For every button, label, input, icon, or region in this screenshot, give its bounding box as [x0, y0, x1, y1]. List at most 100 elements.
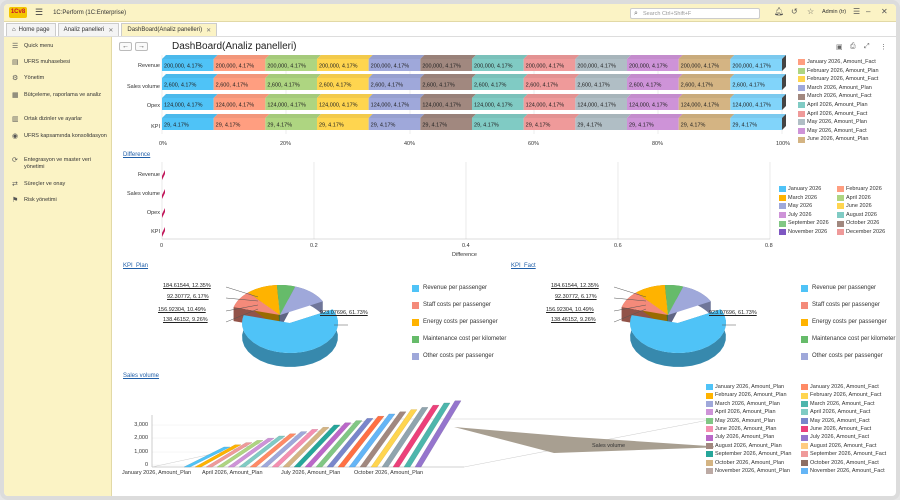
sidebar-item-butceleme[interactable]: ▦ Bütçeleme, raporlama ve analiz: [12, 92, 102, 99]
bar-segment[interactable]: [678, 118, 731, 130]
area-series[interactable]: [227, 438, 275, 468]
close-icon[interactable]: ✕: [206, 27, 212, 34]
area-series[interactable]: [194, 444, 242, 468]
bar-segment[interactable]: [213, 118, 266, 130]
bar-segment[interactable]: [317, 78, 369, 90]
sidebar-item-risk[interactable]: ⚑ Risk yönetimi: [12, 197, 57, 204]
bar-segment[interactable]: [162, 118, 214, 130]
tab-analiz-panelleri[interactable]: Analiz panelleri ✕: [57, 23, 120, 36]
sidebar-item-entegrasyon[interactable]: ⟳ Entegrasyon ve master veri yönetimi: [12, 157, 91, 170]
bar-segment[interactable]: [730, 59, 782, 71]
area-series[interactable]: [414, 400, 462, 468]
bar-segment[interactable]: [368, 78, 421, 90]
sidebar-item-surecler[interactable]: ⇄ Süreçler ve onay: [12, 181, 66, 188]
pie-slice[interactable]: [242, 309, 338, 353]
difference-chart-title[interactable]: Difference: [123, 152, 151, 158]
bar-segment[interactable]: [265, 78, 317, 90]
bar-segment[interactable]: [420, 118, 472, 130]
star-icon[interactable]: ☆: [807, 7, 815, 16]
area-series[interactable]: [359, 411, 407, 468]
tab-home[interactable]: ⌂ Home page: [6, 23, 56, 36]
user-name[interactable]: Admin (tr): [822, 9, 847, 15]
bar-segment[interactable]: [472, 78, 524, 90]
bar-segment[interactable]: [678, 98, 731, 110]
bar-segment[interactable]: [420, 78, 472, 90]
bar-segment[interactable]: [575, 59, 627, 71]
bar-segment[interactable]: [523, 118, 576, 130]
area-series[interactable]: [403, 402, 451, 468]
sidebar-item-ufrs-muhasebesi[interactable]: ▤ UFRS muhasebesi: [12, 59, 71, 66]
area-series[interactable]: [293, 424, 341, 468]
pie-slice[interactable]: [621, 292, 668, 315]
bar-segment[interactable]: [627, 98, 679, 110]
bar-segment[interactable]: [265, 118, 317, 130]
area-series[interactable]: [337, 416, 385, 468]
area-series[interactable]: [216, 440, 264, 468]
area-series[interactable]: [271, 429, 319, 468]
area-series[interactable]: [381, 407, 429, 468]
bar-segment[interactable]: [523, 78, 576, 90]
bar-segment[interactable]: [162, 59, 214, 71]
area-series[interactable]: [348, 413, 396, 468]
bar-segment[interactable]: [162, 78, 214, 90]
close-icon[interactable]: ✕: [108, 27, 114, 34]
sidebar-item-quick-menu[interactable]: ☰ Quick menu: [12, 43, 54, 50]
pie-slice[interactable]: [280, 286, 323, 315]
minimize-icon[interactable]: –: [866, 7, 871, 16]
forward-button[interactable]: →: [135, 42, 148, 51]
area-series[interactable]: [370, 409, 418, 468]
print-icon[interactable]: ⎙: [850, 43, 856, 50]
history-icon[interactable]: ↺: [791, 7, 798, 16]
bar-segment[interactable]: [317, 118, 369, 130]
bar-segment[interactable]: [213, 78, 266, 90]
bar-segment[interactable]: [575, 78, 627, 90]
area-series[interactable]: [326, 418, 374, 468]
pie-slice[interactable]: [636, 285, 668, 315]
more-icon[interactable]: ⋮: [880, 44, 887, 51]
back-button[interactable]: ←: [119, 42, 132, 51]
bar-segment[interactable]: [575, 118, 627, 130]
area-series[interactable]: [304, 422, 352, 468]
search-input[interactable]: ⌕ Search Ctrl+Shift+F: [630, 8, 760, 19]
sidebar-item-ortak-dizinler[interactable]: ▥ Ortak dizinler ve ayarlar: [12, 116, 83, 123]
pie-slice[interactable]: [276, 285, 296, 315]
bar-segment[interactable]: [265, 98, 317, 110]
bar-segment[interactable]: [317, 59, 369, 71]
bar-segment[interactable]: [730, 118, 782, 130]
sales-volume-chart-title[interactable]: Sales volume: [123, 373, 160, 379]
bar-segment[interactable]: [265, 59, 317, 71]
pie-slice[interactable]: [668, 286, 711, 315]
kpi-plan-chart-title[interactable]: KPI_Plan: [123, 263, 149, 269]
expand-icon[interactable]: ⤢: [864, 43, 870, 50]
bar-segment[interactable]: [368, 59, 421, 71]
hamburger-icon[interactable]: ☰: [35, 7, 44, 17]
area-series[interactable]: [282, 427, 330, 468]
difference-bar[interactable]: [162, 189, 165, 199]
bar-segment[interactable]: [213, 98, 266, 110]
area-series[interactable]: [249, 433, 297, 468]
kpi-fact-chart-title[interactable]: KPI_Fact: [511, 263, 536, 269]
bar-segment[interactable]: [472, 118, 524, 130]
sidebar-item-konsolidasyon[interactable]: ◉ UFRS kapsamında konsolidasyon: [12, 133, 107, 140]
pie-slice[interactable]: [630, 309, 726, 353]
bell-icon[interactable]: 🔔︎: [774, 7, 785, 16]
bar-segment[interactable]: [678, 59, 731, 71]
difference-bar[interactable]: [162, 227, 165, 237]
bar-segment[interactable]: [420, 59, 472, 71]
bar-segment[interactable]: [472, 59, 524, 71]
bar-segment[interactable]: [213, 59, 266, 71]
bar-segment[interactable]: [730, 78, 782, 90]
save-icon[interactable]: ▣: [836, 44, 843, 51]
area-series[interactable]: [260, 431, 308, 468]
bar-segment[interactable]: [162, 98, 214, 110]
bar-segment[interactable]: [523, 98, 576, 110]
bar-segment[interactable]: [575, 98, 627, 110]
bar-segment[interactable]: [678, 78, 731, 90]
area-series[interactable]: [205, 442, 253, 468]
bar-segment[interactable]: [627, 78, 679, 90]
area-series[interactable]: [315, 420, 363, 468]
difference-bar[interactable]: [162, 208, 165, 218]
tab-dashboard[interactable]: DashBoard(Analiz panelleri) ✕: [121, 23, 218, 36]
bar-segment[interactable]: [368, 98, 421, 110]
bar-segment[interactable]: [627, 118, 679, 130]
